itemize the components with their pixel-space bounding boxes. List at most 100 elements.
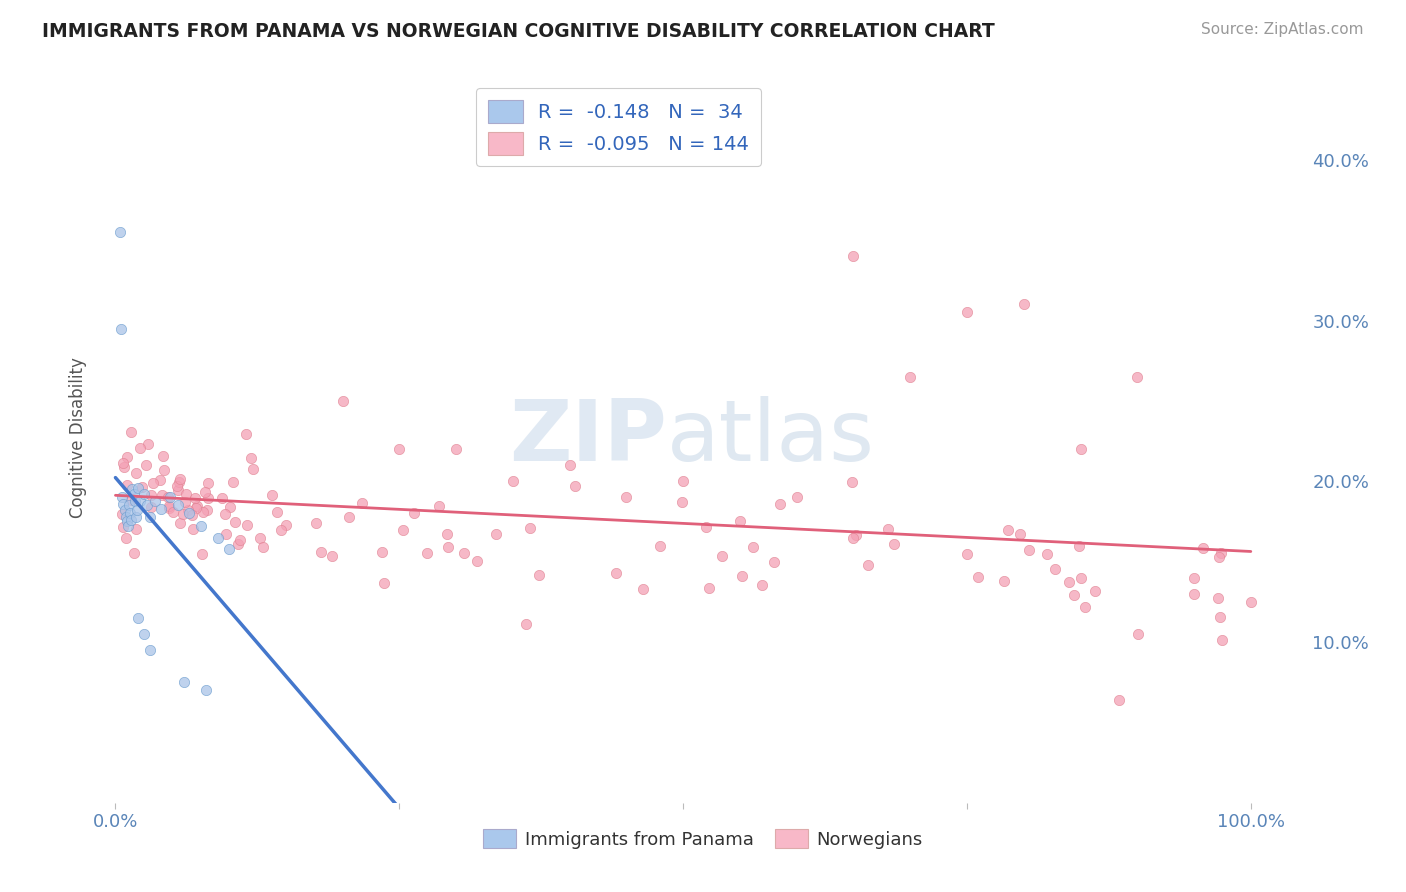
Point bbox=[1084, 583, 1107, 598]
Point bbox=[260, 488, 283, 502]
Point bbox=[136, 437, 159, 451]
Point bbox=[350, 496, 373, 510]
Point bbox=[614, 491, 637, 505]
Point bbox=[465, 554, 488, 568]
Point bbox=[436, 527, 458, 541]
Point bbox=[1069, 442, 1091, 457]
Point bbox=[453, 546, 475, 560]
Point bbox=[786, 491, 808, 505]
Point bbox=[186, 499, 208, 513]
Point bbox=[856, 558, 879, 573]
Point bbox=[143, 493, 166, 508]
Point bbox=[138, 509, 160, 524]
Point bbox=[157, 501, 180, 516]
Point bbox=[169, 516, 191, 530]
Point bbox=[174, 495, 197, 509]
Point bbox=[228, 537, 250, 551]
Point bbox=[252, 541, 274, 555]
Point bbox=[224, 515, 246, 529]
Point bbox=[1069, 571, 1091, 585]
Point bbox=[207, 531, 229, 545]
Point bbox=[157, 499, 180, 513]
Point bbox=[1209, 546, 1232, 560]
Point bbox=[114, 531, 136, 545]
Point bbox=[184, 501, 207, 516]
Point bbox=[404, 506, 426, 520]
Point bbox=[967, 570, 990, 584]
Point bbox=[112, 459, 135, 474]
Point bbox=[150, 488, 173, 502]
Point bbox=[181, 508, 204, 522]
Point bbox=[120, 493, 142, 508]
Point bbox=[235, 426, 257, 441]
Point bbox=[115, 515, 138, 529]
Point bbox=[956, 305, 979, 319]
Point bbox=[564, 479, 586, 493]
Point bbox=[242, 462, 264, 476]
Point bbox=[127, 481, 149, 495]
Point bbox=[221, 475, 243, 490]
Point bbox=[120, 425, 142, 439]
Point bbox=[898, 369, 921, 384]
Point bbox=[1240, 595, 1263, 609]
Point bbox=[110, 321, 132, 335]
Point bbox=[416, 546, 439, 560]
Point bbox=[141, 488, 163, 502]
Point bbox=[152, 449, 174, 463]
Point bbox=[845, 528, 868, 542]
Point bbox=[956, 547, 979, 561]
Point bbox=[177, 503, 200, 517]
Point bbox=[131, 480, 153, 494]
Legend: Immigrants from Panama, Norwegians: Immigrants from Panama, Norwegians bbox=[475, 822, 931, 856]
Point bbox=[392, 524, 415, 538]
Point bbox=[1012, 297, 1035, 311]
Point bbox=[111, 456, 134, 470]
Text: Source: ZipAtlas.com: Source: ZipAtlas.com bbox=[1201, 22, 1364, 37]
Point bbox=[117, 478, 139, 492]
Point bbox=[672, 475, 695, 489]
Point bbox=[117, 519, 139, 533]
Point bbox=[1208, 549, 1230, 564]
Point bbox=[997, 523, 1019, 537]
Point bbox=[239, 450, 262, 465]
Y-axis label: Cognitive Disability: Cognitive Disability bbox=[69, 357, 87, 517]
Point bbox=[120, 513, 142, 527]
Point bbox=[515, 617, 537, 632]
Point bbox=[108, 225, 131, 239]
Point bbox=[1128, 627, 1150, 641]
Point bbox=[167, 483, 190, 498]
Point bbox=[197, 491, 219, 505]
Point bbox=[527, 568, 550, 582]
Point bbox=[249, 531, 271, 545]
Point bbox=[427, 499, 450, 513]
Point bbox=[118, 499, 141, 513]
Point bbox=[631, 582, 654, 597]
Point bbox=[304, 516, 326, 531]
Point bbox=[711, 549, 734, 563]
Point bbox=[190, 519, 212, 533]
Point bbox=[125, 509, 148, 524]
Point bbox=[149, 473, 172, 487]
Point bbox=[114, 509, 136, 524]
Point bbox=[111, 491, 134, 505]
Point bbox=[730, 569, 752, 583]
Point bbox=[149, 501, 172, 516]
Point bbox=[274, 518, 297, 533]
Point bbox=[321, 549, 343, 564]
Point bbox=[218, 500, 240, 514]
Point bbox=[229, 533, 252, 548]
Point bbox=[132, 627, 155, 641]
Point bbox=[883, 537, 905, 551]
Point bbox=[842, 531, 865, 545]
Point bbox=[132, 487, 155, 501]
Point bbox=[129, 493, 152, 508]
Point bbox=[135, 458, 157, 473]
Point bbox=[195, 683, 218, 698]
Point bbox=[650, 539, 672, 553]
Point bbox=[153, 463, 176, 477]
Point bbox=[179, 507, 201, 521]
Point bbox=[138, 643, 160, 657]
Point bbox=[125, 466, 148, 480]
Point bbox=[332, 393, 354, 408]
Point bbox=[436, 540, 458, 554]
